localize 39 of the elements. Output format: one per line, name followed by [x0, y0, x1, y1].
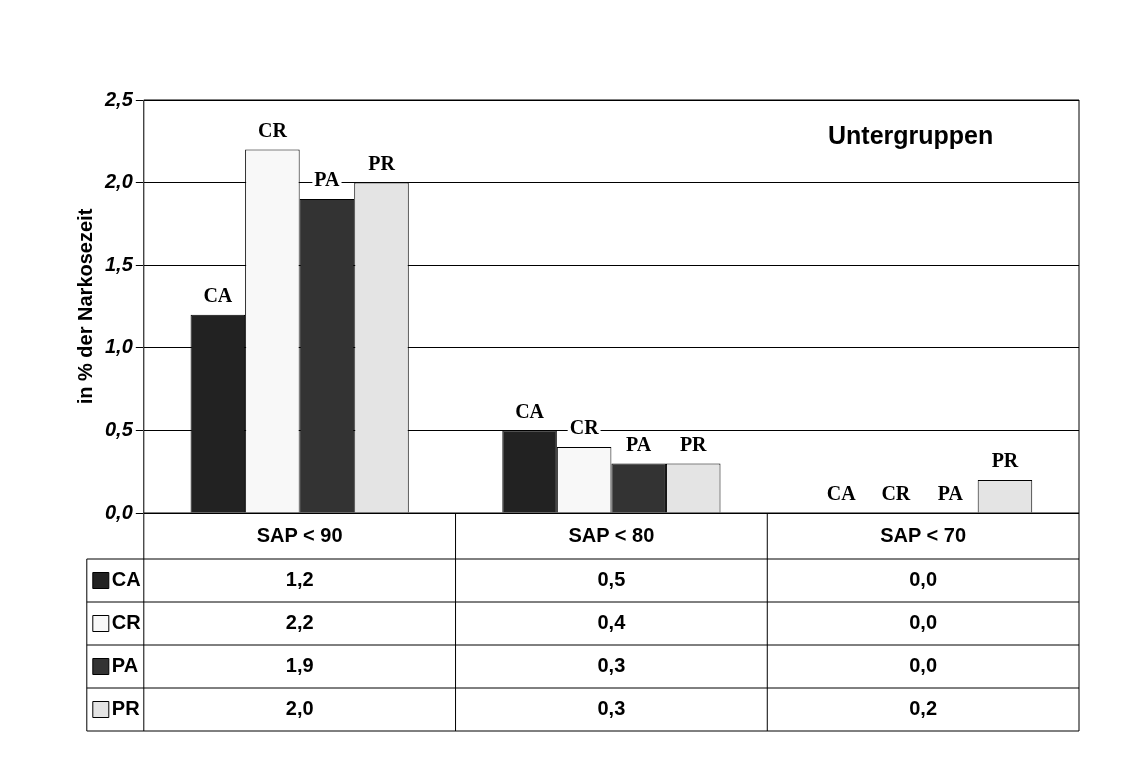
legend-label: CA — [111, 568, 141, 591]
text: PA — [314, 168, 340, 191]
text: CR — [569, 416, 599, 439]
text: CR — [881, 482, 911, 505]
data-label: 2,2 — [285, 611, 314, 634]
text: PA — [937, 482, 963, 505]
y-tick-label: 0,5 — [104, 417, 134, 440]
x-tick-label: SAP < 70 — [880, 523, 967, 546]
y-tick-label: 2,5 — [103, 87, 134, 110]
text: CA — [826, 482, 856, 505]
x-tick-label: SAP < 90 — [256, 523, 343, 546]
data-label: 0,3 — [597, 654, 626, 677]
legend-label: PA — [111, 654, 139, 677]
text: CA — [203, 283, 233, 306]
x-tick-label: SAP < 80 — [568, 523, 655, 546]
text: PR — [368, 151, 395, 174]
y-tick-label: 1,0 — [104, 335, 133, 358]
text: PR — [991, 449, 1019, 472]
text: CR — [257, 118, 287, 141]
y-tick-label: 0,0 — [104, 500, 133, 523]
text: PR — [679, 432, 707, 455]
legend-label: PR — [111, 697, 141, 720]
data-label: 0,4 — [597, 611, 627, 634]
text: CA — [515, 399, 545, 422]
y-tick-label: 2,0 — [103, 170, 133, 193]
data-label: 1,2 — [285, 568, 314, 591]
data-label: 2,0 — [285, 697, 314, 720]
text: PA — [626, 432, 652, 455]
data-label: 0,0 — [909, 611, 938, 634]
data-label: 1,9 — [285, 654, 314, 677]
text: Untergruppen — [828, 120, 994, 149]
data-label: 0,5 — [597, 568, 626, 591]
y-axis-title: in % der Narkosezeit — [73, 208, 96, 405]
data-label: 0,2 — [909, 697, 938, 720]
legend-label: CR — [111, 611, 142, 634]
y-tick-label: 1,5 — [104, 252, 134, 275]
data-label: 0,0 — [909, 568, 938, 591]
data-label: 0,0 — [909, 654, 938, 677]
data-label: 0,3 — [597, 697, 626, 720]
